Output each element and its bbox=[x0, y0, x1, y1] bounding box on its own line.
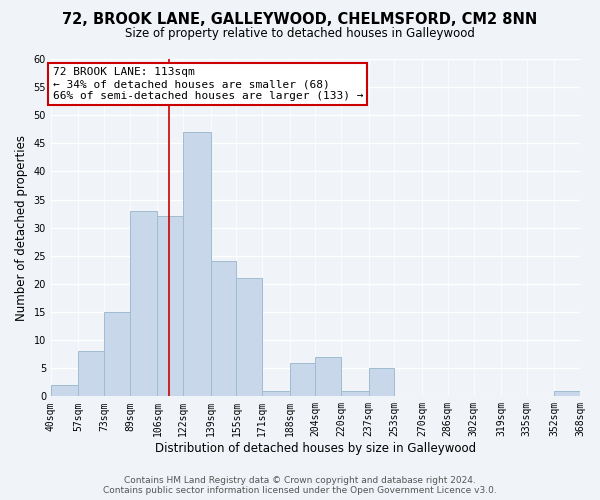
X-axis label: Distribution of detached houses by size in Galleywood: Distribution of detached houses by size … bbox=[155, 442, 476, 455]
Bar bbox=[79, 352, 104, 397]
Bar bbox=[341, 390, 368, 396]
Bar bbox=[157, 216, 183, 396]
Bar bbox=[554, 390, 580, 396]
Bar bbox=[211, 262, 236, 396]
Bar bbox=[183, 132, 211, 396]
Bar bbox=[236, 278, 262, 396]
Text: 72 BROOK LANE: 113sqm
← 34% of detached houses are smaller (68)
66% of semi-deta: 72 BROOK LANE: 113sqm ← 34% of detached … bbox=[53, 68, 363, 100]
Text: 72, BROOK LANE, GALLEYWOOD, CHELMSFORD, CM2 8NN: 72, BROOK LANE, GALLEYWOOD, CHELMSFORD, … bbox=[62, 12, 538, 28]
Bar bbox=[262, 390, 290, 396]
Bar bbox=[130, 211, 157, 396]
Bar bbox=[368, 368, 394, 396]
Bar bbox=[316, 357, 341, 397]
Bar bbox=[290, 362, 316, 396]
Bar bbox=[51, 385, 79, 396]
Y-axis label: Number of detached properties: Number of detached properties bbox=[15, 134, 28, 320]
Bar bbox=[104, 312, 130, 396]
Text: Size of property relative to detached houses in Galleywood: Size of property relative to detached ho… bbox=[125, 28, 475, 40]
Text: Contains HM Land Registry data © Crown copyright and database right 2024.
Contai: Contains HM Land Registry data © Crown c… bbox=[103, 476, 497, 495]
